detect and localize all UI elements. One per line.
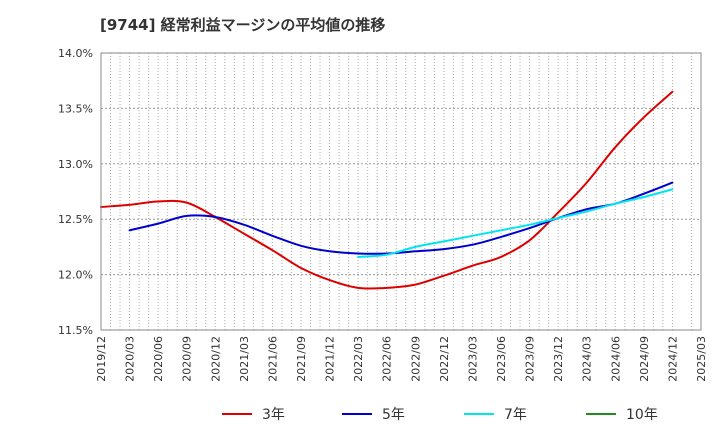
grid-lines <box>101 53 701 330</box>
x-tick-label: 2020/12 <box>209 336 222 382</box>
x-tick-label: 2023/06 <box>495 336 508 382</box>
x-tick-label: 2021/09 <box>295 336 308 382</box>
series-line-2 <box>128 181 674 255</box>
x-tick-label: 2020/06 <box>152 336 165 382</box>
x-tick-label: 2021/03 <box>238 336 251 382</box>
y-tick-label: 13.5% <box>58 102 93 115</box>
legend-label-1: 3年 <box>262 407 285 423</box>
x-tick-label: 2023/03 <box>466 336 479 382</box>
x-axis-tick-labels: 2019/12 2020/03 2020/06 2020/09 2020/12 2021/… <box>95 336 708 382</box>
series-line-3 <box>357 188 674 258</box>
y-axis-tick-labels: 11.5% 12.0% 12.5% 13.0% 13.5% 14.0% <box>58 47 93 337</box>
y-tick-label: 12.0% <box>58 269 93 282</box>
x-tick-label: 2021/12 <box>324 336 337 382</box>
chart-title: [9744] 経常利益マージンの平均値の推移 <box>100 16 386 34</box>
y-tick-label: 14.0% <box>58 47 93 60</box>
legend: 3年 5年 7年 10年 <box>222 407 658 423</box>
x-tick-label: 2022/03 <box>352 336 365 382</box>
legend-label-2: 5年 <box>382 407 405 423</box>
x-tick-label: 2025/03 <box>695 336 708 382</box>
y-tick-label: 11.5% <box>58 324 93 337</box>
legend-label-3: 7年 <box>504 407 527 423</box>
plot-area-frame <box>100 52 702 331</box>
x-tick-label: 2024/06 <box>609 336 622 382</box>
x-tick-label: 2022/09 <box>409 336 422 382</box>
x-tick-label: 2023/09 <box>524 336 537 382</box>
x-tick-label: 2021/06 <box>266 336 279 382</box>
y-tick-label: 12.5% <box>58 213 93 226</box>
x-tick-label: 2019/12 <box>95 336 108 382</box>
x-tick-label: 2020/09 <box>181 336 194 382</box>
legend-label-4: 10年 <box>626 407 658 423</box>
x-tick-label: 2022/12 <box>438 336 451 382</box>
series-lines <box>100 90 674 290</box>
x-tick-label: 2023/12 <box>552 336 565 382</box>
x-tick-label: 2022/06 <box>381 336 394 382</box>
x-tick-label: 2024/12 <box>666 336 679 382</box>
series-line-1 <box>100 90 674 290</box>
y-tick-label: 13.0% <box>58 158 93 171</box>
x-tick-label: 2024/03 <box>581 336 594 382</box>
x-tick-label: 2024/09 <box>638 336 651 382</box>
x-tick-label: 2020/03 <box>124 336 137 382</box>
